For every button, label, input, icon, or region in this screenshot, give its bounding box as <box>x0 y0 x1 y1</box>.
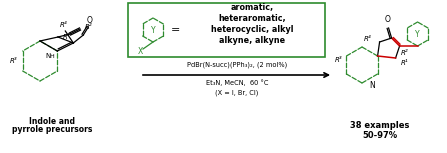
Text: O: O <box>385 15 391 24</box>
Text: N: N <box>369 80 375 90</box>
Text: N: N <box>45 53 50 59</box>
Text: Y: Y <box>151 26 155 34</box>
Text: R³: R³ <box>334 57 342 63</box>
Text: R⁴: R⁴ <box>59 22 67 28</box>
Text: PdBr(N-succ)(PPh₃)₂, (2 mol%): PdBr(N-succ)(PPh₃)₂, (2 mol%) <box>187 62 287 68</box>
Text: X: X <box>137 47 143 56</box>
Text: R³: R³ <box>9 58 17 64</box>
FancyBboxPatch shape <box>128 3 325 57</box>
Text: R¹: R¹ <box>63 34 71 40</box>
Text: R²: R² <box>401 50 408 56</box>
Text: (X = I, Br, Cl): (X = I, Br, Cl) <box>215 90 259 96</box>
Text: heterocyclic, alkyl: heterocyclic, alkyl <box>211 24 293 34</box>
Text: aromatic,: aromatic, <box>231 2 274 11</box>
Text: H: H <box>49 54 54 58</box>
Text: 38 examples: 38 examples <box>350 121 410 129</box>
Text: heteraromatic,: heteraromatic, <box>218 13 286 22</box>
Text: R²: R² <box>85 24 93 30</box>
Text: O: O <box>86 16 92 25</box>
Text: pyrrole precursors: pyrrole precursors <box>12 125 92 134</box>
Text: Y: Y <box>415 30 420 39</box>
Text: Et₃N, MeCN,  60 °C: Et₃N, MeCN, 60 °C <box>206 80 268 86</box>
Text: R¹: R¹ <box>401 60 408 66</box>
Text: =: = <box>170 25 180 35</box>
Text: R⁴: R⁴ <box>364 36 371 42</box>
Text: 50-97%: 50-97% <box>363 131 397 140</box>
Text: Indole and: Indole and <box>29 116 75 125</box>
Text: alkyne, alkyne: alkyne, alkyne <box>219 35 285 45</box>
